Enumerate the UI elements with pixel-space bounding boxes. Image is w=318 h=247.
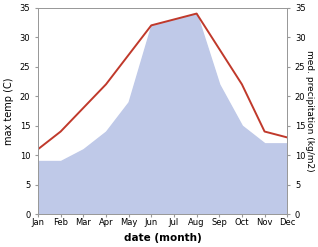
Y-axis label: med. precipitation (kg/m2): med. precipitation (kg/m2) bbox=[305, 50, 314, 172]
X-axis label: date (month): date (month) bbox=[124, 233, 202, 243]
Y-axis label: max temp (C): max temp (C) bbox=[4, 77, 14, 145]
